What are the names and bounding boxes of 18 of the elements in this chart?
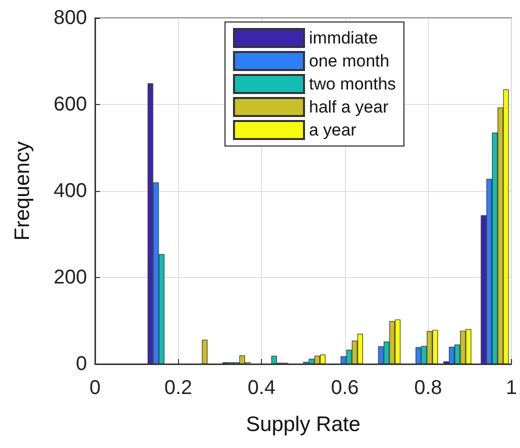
- y-axis-title: Frequency: [11, 140, 34, 241]
- x-axis-title: Supply Rate: [246, 413, 360, 436]
- y-tick-label: 200: [54, 266, 87, 288]
- x-tick-label: 0.2: [164, 377, 192, 399]
- x-tick-label: 0.6: [330, 377, 359, 399]
- legend-label: half a year: [309, 98, 389, 116]
- x-tick-label: 0.8: [414, 377, 442, 399]
- legend-label: immdiate: [309, 28, 378, 48]
- y-tick-label: 0: [76, 353, 87, 375]
- y-tick-label: 400: [54, 180, 87, 202]
- x-tick-label: 0: [89, 377, 101, 399]
- x-tick-label: 1: [506, 377, 517, 399]
- x-tick-label: 0.4: [248, 377, 276, 399]
- legend-label: a year: [309, 120, 357, 140]
- legend-label: two months: [309, 74, 396, 94]
- y-tick-label: 600: [54, 94, 87, 116]
- legend-label: one month: [309, 52, 390, 70]
- y-tick-label: 800: [54, 7, 87, 29]
